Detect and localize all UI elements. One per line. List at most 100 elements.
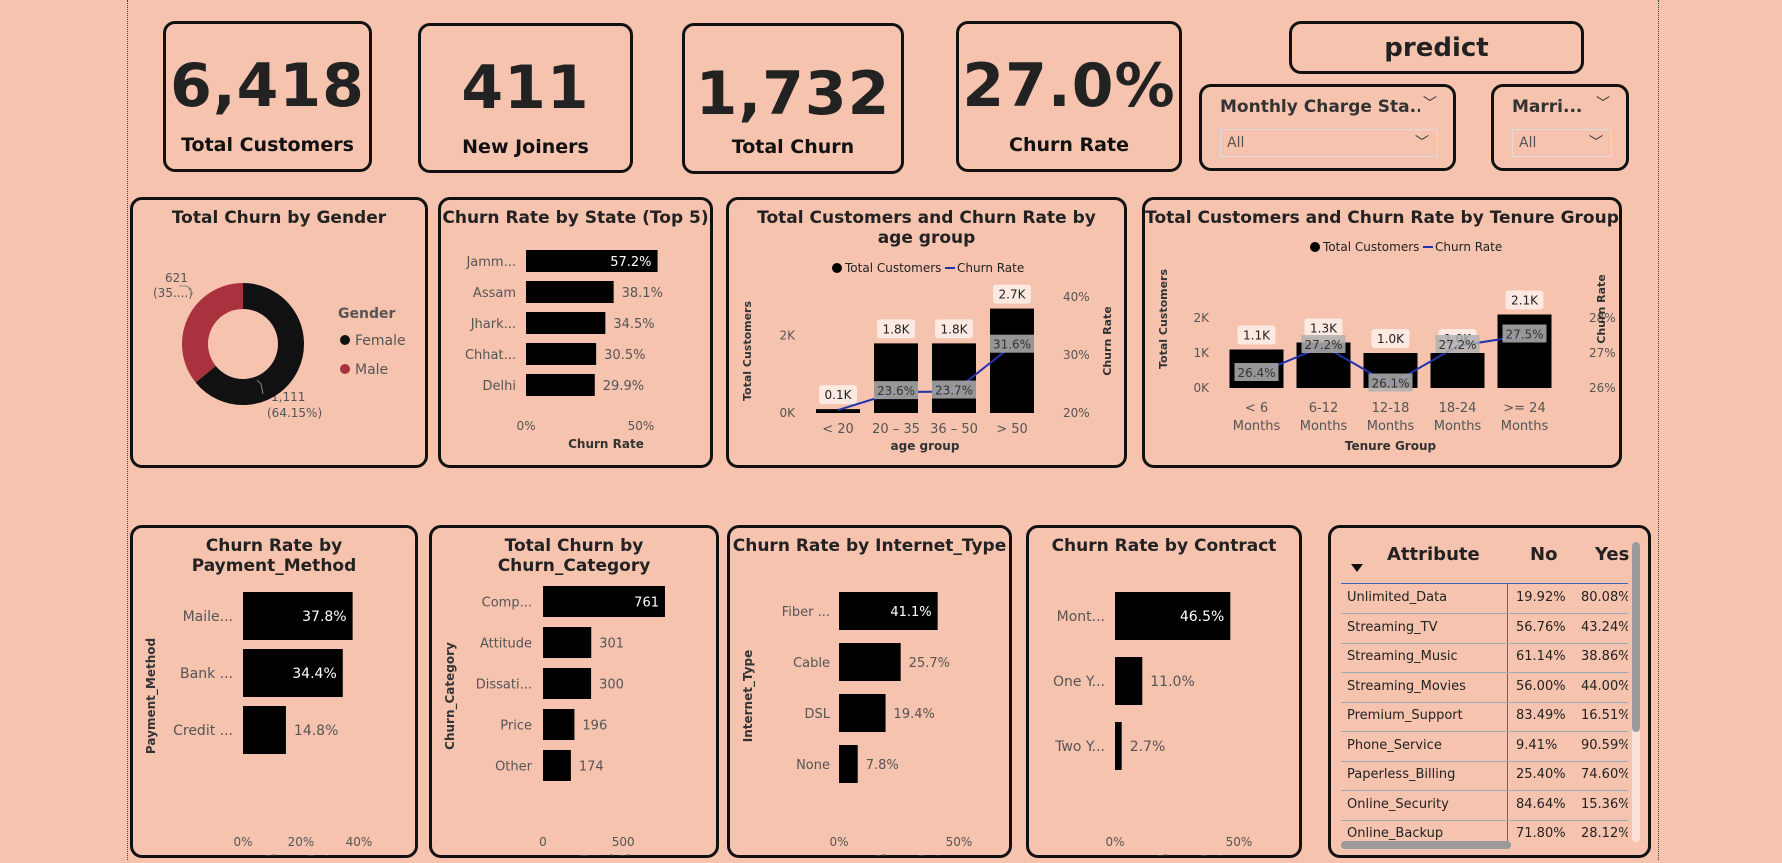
category-label: One Y...: [1053, 674, 1105, 690]
vertical-scrollbar[interactable]: [1632, 542, 1640, 842]
state-bar-chart: Jamm... 57.2% Assam 38.1% Jhark... 34.5% Chhat…: [465, 250, 663, 451]
bar-4: [543, 750, 571, 781]
legend-marker-total: [832, 263, 842, 273]
category-label: Months: [1501, 419, 1549, 434]
kpi-label: Total Churn: [731, 136, 855, 158]
chevron-down-icon[interactable]: ﹀: [1596, 96, 1610, 112]
chart-title: Churn Rate by Internet_Type: [732, 536, 1007, 556]
axis-tick: 50%: [1226, 835, 1253, 849]
axis-tick-y2: 26%: [1589, 381, 1616, 395]
churn-rate-line: [837, 344, 1013, 412]
kpi-value: 1,732: [695, 59, 891, 129]
category-label: < 6: [1245, 401, 1268, 416]
table-row[interactable]: Streaming_Music 61.14% 38.86%: [1341, 643, 1628, 673]
horizontal-scrollbar[interactable]: [1341, 841, 1511, 849]
category-label: 18-24: [1439, 401, 1477, 416]
bar-1: [526, 281, 614, 303]
category-label: 36 – 50: [930, 422, 978, 437]
bar-0: [1115, 592, 1231, 640]
data-label: 46.5%: [1180, 609, 1224, 625]
chevron-down-icon[interactable]: ﹀: [1589, 135, 1603, 151]
bar-data-label: 1.1K: [1243, 329, 1271, 343]
axis-title-y: Total Customers: [741, 301, 754, 401]
leader-line-female: [256, 379, 264, 395]
kpi-churn-rate: 27.0% Churn Rate: [956, 21, 1182, 172]
slicer-dropdown[interactable]: All ﹀: [1220, 129, 1438, 157]
gender-donut-chart: 621 (35....) 1,111 (64.15%) Gender Femal…: [153, 271, 406, 420]
table-row[interactable]: Premium_Support 83.49% 16.51%: [1341, 702, 1628, 732]
cell-no: 84.64%: [1516, 796, 1566, 812]
kpi-new-joiners: 411 New Joiners: [418, 23, 633, 173]
predict-button[interactable]: predict: [1289, 21, 1584, 74]
table-header-attribute[interactable]: Attribute: [1387, 544, 1480, 565]
slicer-married[interactable]: Marri... ﹀ All ﹀: [1491, 84, 1629, 171]
legend-female-label: Female: [355, 333, 406, 349]
category-label: Other: [495, 760, 533, 775]
bar-0: [816, 409, 860, 413]
slicer-monthly-charge[interactable]: Monthly Charge Sta... ﹀ All ﹀: [1199, 84, 1456, 171]
legend-male-label: Male: [355, 362, 388, 378]
chevron-down-icon[interactable]: ﹀: [1423, 96, 1437, 112]
table-row[interactable]: Online_Security 84.64% 15.36%: [1341, 791, 1628, 821]
chart-title: Churn Rate by Payment_Method: [191, 536, 357, 576]
cell-attribute: Streaming_TV: [1347, 619, 1438, 635]
category-label: Maile...: [183, 609, 233, 625]
rate-label-bg: [932, 380, 976, 399]
slicer-title: Monthly Charge Sta...: [1220, 97, 1420, 117]
table-row[interactable]: Phone_Service 9.41% 90.59%: [1341, 732, 1628, 762]
axis-tick-y: 1K: [1193, 346, 1210, 360]
slicer-title: Marri...: [1512, 97, 1583, 117]
table-header-no[interactable]: No: [1530, 544, 1558, 565]
data-label: 30.5%: [604, 348, 645, 363]
category-label: > 50: [996, 422, 1028, 437]
axis-title-x: Tenure Group: [1345, 439, 1437, 453]
axis-tick-y: 0K: [1193, 381, 1210, 395]
table-header-yes[interactable]: Yes: [1595, 544, 1630, 565]
table-row[interactable]: Unlimited_Data 19.92% 80.08%: [1341, 584, 1628, 614]
bar-1: [874, 343, 918, 413]
table-row[interactable]: Streaming_Movies 56.00% 44.00%: [1341, 673, 1628, 703]
chart-title: Total Customers and Churn Rate by Tenure…: [1145, 208, 1619, 228]
bar-3: [839, 745, 858, 783]
category-label: Assam: [473, 286, 516, 301]
category-label: Mont...: [1057, 609, 1105, 625]
cell-attribute: Phone_Service: [1347, 737, 1442, 753]
chart-title: Churn Rate by Contract: [1051, 536, 1277, 556]
cell-yes: 15.36%: [1581, 796, 1628, 812]
leader-line-male: [179, 285, 194, 295]
age-chart-card: Total Customers and Churn Rate by age gr…: [726, 197, 1127, 468]
axis-title: Total Churn: [580, 853, 657, 856]
sort-descending-icon[interactable]: [1351, 564, 1363, 572]
label-male-value: 621: [165, 271, 188, 285]
category-label: None: [796, 758, 830, 773]
axis-tick: 0%: [829, 835, 848, 849]
tenure-chart-card: Total Customers and Churn Rate by Tenure…: [1142, 197, 1622, 468]
category-label: Two Y...: [1054, 739, 1105, 755]
table-row[interactable]: Paperless_Billing 25.40% 74.60%: [1341, 761, 1628, 791]
category-label: DSL: [804, 707, 830, 722]
axis-title-y2: Churn Rate: [1595, 274, 1608, 343]
axis-tick: 0: [539, 835, 547, 849]
chart-title: Total Customers and Churn Rate by age gr…: [757, 208, 1096, 248]
cell-no: 83.49%: [1516, 708, 1566, 723]
data-label: 7.8%: [866, 758, 899, 773]
bar-2: [1115, 722, 1122, 770]
slicer-dropdown[interactable]: All ﹀: [1512, 129, 1612, 157]
category-label: Jamm...: [465, 255, 516, 270]
category-label: Delhi: [483, 379, 516, 394]
table-row[interactable]: Online_Backup 71.80% 28.12%: [1341, 820, 1628, 844]
bar-2: [243, 706, 286, 754]
bar-1: [1115, 657, 1143, 705]
scrollbar-thumb[interactable]: [1632, 542, 1640, 732]
internet-chart-card: Churn Rate by Internet_Type Fiber ... 41.…: [727, 525, 1012, 858]
bar-data-label: 2.7K: [999, 288, 1027, 302]
rate-data-label: 23.7%: [935, 384, 973, 398]
data-label: 38.1%: [622, 286, 663, 301]
axis-title: Churn Rate: [568, 437, 644, 451]
rate-label-bg: [1435, 335, 1480, 353]
cell-attribute: Paperless_Billing: [1347, 767, 1456, 782]
bar-3: [543, 709, 575, 740]
slicer-value: All: [1227, 135, 1245, 151]
chevron-down-icon[interactable]: ﹀: [1415, 135, 1429, 151]
table-row[interactable]: Streaming_TV 56.76% 43.24%: [1341, 614, 1628, 644]
